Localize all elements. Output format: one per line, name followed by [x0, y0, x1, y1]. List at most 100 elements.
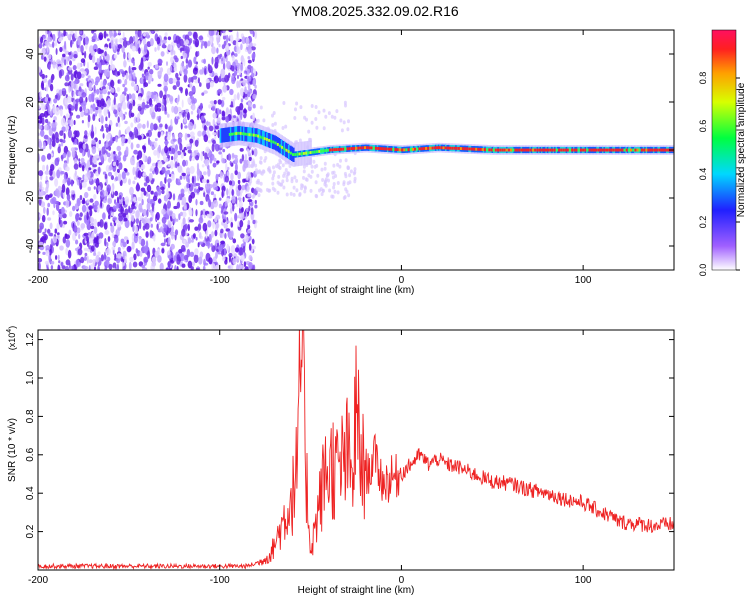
ridge-peak	[517, 149, 519, 152]
noise-speckle	[203, 59, 206, 64]
noise-speckle	[239, 213, 242, 217]
noise-speckle	[138, 106, 142, 112]
noise-speckle	[173, 55, 177, 60]
ridge-peak	[541, 149, 543, 152]
ridge-peak	[556, 149, 558, 152]
noise-speckle	[64, 41, 66, 50]
noise-speckle	[214, 100, 217, 104]
noise-speckle	[318, 189, 321, 193]
noise-speckle	[112, 217, 117, 221]
ridge-peak	[364, 146, 366, 149]
noise-speckle	[192, 158, 195, 161]
noise-speckle	[75, 170, 77, 177]
ridge-peak	[480, 148, 482, 151]
y-tick-label: -20	[25, 190, 36, 205]
noise-speckle	[84, 51, 86, 59]
noise-speckle	[252, 239, 255, 245]
ridge-peak	[405, 148, 407, 151]
noise-speckle	[97, 185, 100, 191]
noise-speckle	[85, 109, 88, 114]
noise-speckle	[62, 88, 66, 91]
noise-speckle	[271, 177, 274, 181]
noise-speckle	[226, 43, 229, 51]
noise-speckle	[85, 36, 89, 45]
ridge-peak	[231, 133, 233, 136]
noise-speckle	[315, 180, 318, 184]
noise-speckle	[124, 236, 128, 240]
noise-speckle	[220, 171, 224, 178]
ridge-peak	[534, 149, 536, 152]
noise-speckle	[160, 226, 163, 232]
noise-speckle	[190, 166, 195, 174]
ridge-peak	[545, 149, 547, 152]
noise-speckle	[150, 217, 153, 221]
noise-speckle	[78, 234, 80, 239]
ridge-peak	[242, 132, 244, 135]
noise-speckle	[181, 56, 183, 59]
noise-speckle	[93, 238, 97, 243]
ridge-peak	[464, 147, 466, 150]
noise-speckle	[150, 168, 153, 171]
noise-speckle	[178, 196, 180, 200]
noise-speckle	[147, 95, 149, 99]
noise-speckle	[246, 44, 248, 47]
ridge-peak	[591, 149, 593, 152]
noise-speckle	[214, 230, 217, 236]
noise-speckle	[83, 143, 86, 149]
noise-speckle	[108, 158, 112, 163]
noise-speckle	[123, 253, 125, 259]
ridge-peak	[434, 146, 436, 149]
colorbar-tick-label: 0.4	[698, 168, 708, 181]
noise-speckle	[46, 84, 49, 92]
noise-speckle	[107, 198, 112, 204]
noise-speckle	[47, 217, 51, 220]
noise-speckle	[151, 261, 156, 266]
noise-speckle	[176, 257, 180, 265]
noise-speckle	[238, 197, 242, 200]
spectrogram-y-label: Frequency (Hz)	[7, 116, 18, 185]
ridge-peak	[536, 149, 538, 152]
noise-speckle	[354, 167, 357, 171]
noise-speckle	[104, 108, 108, 117]
noise-speckle	[333, 116, 336, 120]
noise-speckle	[111, 58, 113, 66]
y-tick-label: 0	[25, 147, 36, 153]
noise-speckle	[129, 74, 132, 81]
noise-speckle	[168, 261, 171, 268]
noise-speckle	[195, 140, 199, 147]
noise-speckle	[129, 262, 132, 270]
noise-speckle	[342, 182, 345, 186]
noise-speckle	[66, 200, 70, 208]
noise-speckle	[149, 98, 152, 106]
ridge-peak	[299, 153, 301, 156]
noise-speckle	[104, 252, 106, 261]
y-tick-label: 1.0	[25, 371, 36, 385]
noise-speckle	[66, 259, 71, 265]
noise-speckle	[218, 99, 222, 105]
noise-speckle	[51, 122, 56, 128]
noise-speckle	[208, 184, 213, 189]
ridge-peak	[501, 149, 503, 152]
noise-speckle	[198, 77, 200, 83]
ridge-peak	[532, 149, 534, 152]
noise-speckle	[90, 154, 92, 163]
noise-speckle	[132, 100, 135, 107]
noise-speckle	[136, 218, 139, 224]
noise-speckle	[70, 40, 72, 48]
noise-speckle	[241, 207, 244, 212]
noise-speckle	[83, 101, 87, 107]
ridge-peak	[595, 149, 597, 152]
noise-speckle	[235, 247, 239, 252]
noise-speckle	[131, 215, 135, 222]
noise-speckle	[192, 86, 196, 93]
noise-speckle	[145, 105, 150, 108]
noise-speckle	[153, 91, 156, 95]
ridge-peak	[608, 149, 610, 152]
noise-speckle	[138, 47, 141, 54]
ridge-peak	[342, 148, 344, 151]
noise-speckle	[230, 173, 233, 181]
noise-speckle	[324, 167, 327, 171]
ridge-peak	[523, 149, 525, 152]
ridge-peak	[368, 146, 370, 149]
